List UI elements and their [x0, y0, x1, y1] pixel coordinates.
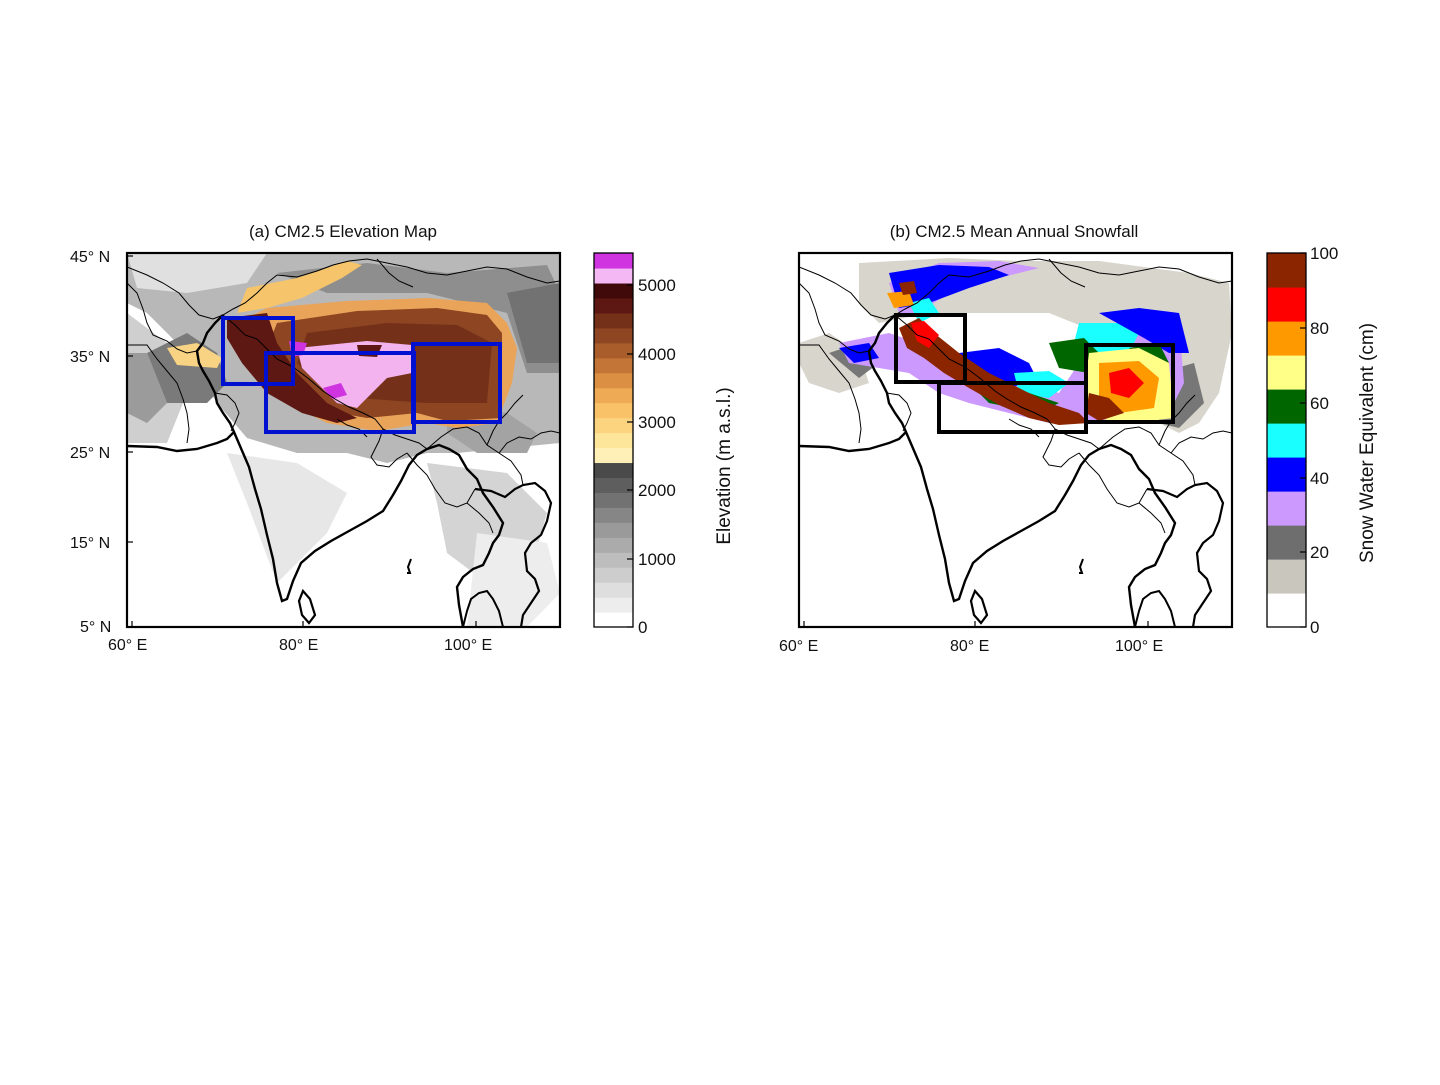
cb-b-tick-60: 60	[1310, 394, 1329, 413]
region-boxes	[221, 316, 502, 434]
colorbar-a-swatch	[594, 387, 633, 404]
colorbar-a-swatch	[594, 417, 633, 434]
panel-b-title: (b) CM2.5 Mean Annual Snowfall	[890, 222, 1139, 241]
lon-label-100: 100° E	[444, 637, 492, 654]
region-boxes-b	[894, 313, 1175, 434]
panel-a-title: (a) CM2.5 Elevation Map	[249, 222, 437, 241]
colorbar-a-swatch	[594, 477, 633, 493]
cb-b-tick-100: 100	[1310, 244, 1338, 263]
colorbar-b-swatch	[1267, 355, 1306, 390]
cb-a-tick-2000: 2000	[638, 481, 676, 500]
colorbar-a-swatch	[594, 507, 633, 523]
colorbar-a-swatch	[594, 597, 633, 613]
colorbar-b-swatch	[1267, 287, 1306, 322]
colorbar-a-swatch	[594, 372, 633, 389]
colorbar-a-swatch	[594, 432, 633, 449]
lat-label-15: 15° N	[70, 535, 110, 552]
colorbar-b-swatch	[1267, 525, 1306, 560]
snowfall-map	[799, 253, 1232, 627]
colorbar-b-swatch	[1267, 491, 1306, 526]
elevation-map	[127, 253, 560, 627]
lat-label-5: 5° N	[80, 619, 111, 636]
lat-label-25: 25° N	[70, 445, 110, 462]
cb-a-tick-0: 0	[638, 618, 647, 637]
lon-label-80: 80° E	[279, 637, 318, 654]
colorbar-a-swatch	[594, 552, 633, 568]
panel-a: (a) CM2.5 Elevation Map	[70, 222, 735, 654]
colorbar-a-swatch	[594, 357, 633, 374]
colorbar-a-swatch	[594, 342, 633, 359]
colorbar-b-swatch	[1267, 423, 1306, 458]
colorbar-b-label: Snow Water Equivalent (cm)	[1357, 323, 1378, 563]
colorbar-b-swatch	[1267, 559, 1306, 594]
cb-a-tick-4000: 4000	[638, 345, 676, 364]
colorbar-b-swatches	[1267, 253, 1306, 628]
lon-label-60: 60° E	[108, 637, 147, 654]
colorbar-a-swatch	[594, 492, 633, 508]
panel-b: (b) CM2.5 Mean Annual Snowfall	[779, 222, 1378, 655]
colorbar-a-swatch	[594, 282, 633, 299]
map-frame-b	[797, 251, 1234, 629]
lat-label-45: 45° N	[70, 249, 110, 266]
colorbar-a-swatch	[594, 537, 633, 553]
cb-b-tick-0: 0	[1310, 618, 1319, 637]
colorbar-a-label: Elevation (m a.s.l.)	[714, 387, 735, 544]
colorbar-b-swatch	[1267, 321, 1306, 356]
colorbar-a: 0 1000 2000 3000 4000 5000 Elevation (m …	[593, 252, 735, 637]
colorbar-a-swatch	[594, 297, 633, 314]
colorbar-a-swatch	[594, 253, 633, 269]
colorbar-a-swatch	[594, 447, 633, 464]
cb-a-tick-1000: 1000	[638, 550, 676, 569]
colorbar-a-swatch	[594, 582, 633, 598]
colorbar-a-swatch	[594, 612, 633, 628]
cb-b-tick-20: 20	[1310, 543, 1329, 562]
cb-a-tick-3000: 3000	[638, 413, 676, 432]
lon-label-b-80: 80° E	[950, 638, 989, 655]
lat-label-35: 35° N	[70, 349, 110, 366]
colorbar-a-swatch	[594, 402, 633, 419]
colorbar-a-swatch	[594, 462, 633, 478]
cb-b-tick-80: 80	[1310, 319, 1329, 338]
colorbar-b-swatch	[1267, 457, 1306, 492]
cb-b-tick-40: 40	[1310, 469, 1329, 488]
cb-a-tick-5000: 5000	[638, 276, 676, 295]
colorbar-b-swatch	[1267, 253, 1306, 288]
colorbar-a-swatch	[594, 522, 633, 538]
lon-label-b-100: 100° E	[1115, 638, 1163, 655]
colorbar-b: 0 20 40 60 80 100 Snow Water Equivalent …	[1266, 244, 1378, 637]
colorbar-a-swatch	[594, 312, 633, 329]
colorbar-a-swatch	[594, 267, 633, 284]
colorbar-b-swatch	[1267, 389, 1306, 424]
colorbar-a-swatch	[594, 567, 633, 583]
lon-label-b-60: 60° E	[779, 638, 818, 655]
colorbar-b-swatch	[1267, 593, 1306, 628]
map-frame-a	[125, 251, 562, 629]
colorbar-a-swatch	[594, 327, 633, 344]
colorbar-a-swatches	[594, 253, 633, 628]
